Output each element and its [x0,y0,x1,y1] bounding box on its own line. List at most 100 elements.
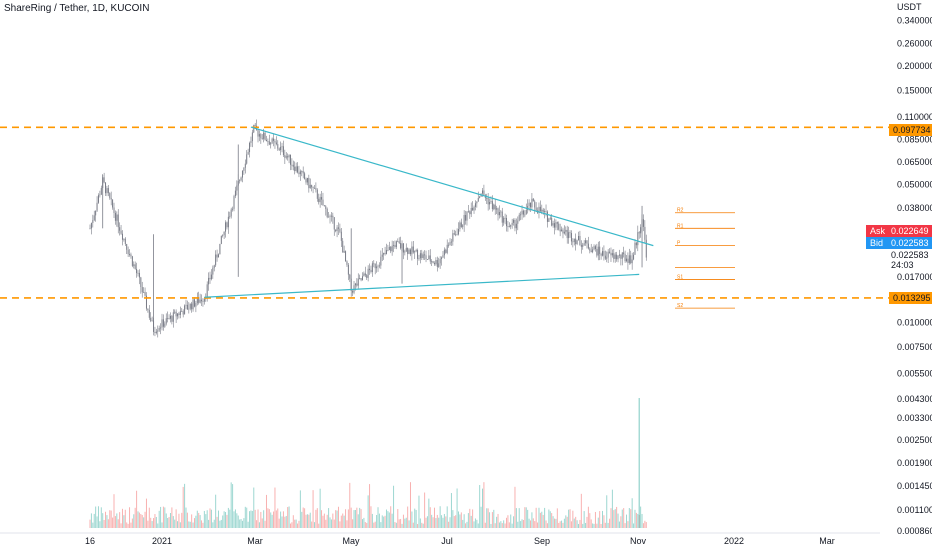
volume-bar [239,519,241,528]
candle-body [582,244,584,247]
volume-bar [489,512,491,528]
volume-bar [250,510,252,528]
candle-body [227,216,229,228]
candle-body [127,249,129,255]
volume-bar [134,507,136,528]
volume-bar [484,522,486,528]
volume-bar [95,506,97,528]
volume-bar [456,488,458,528]
volume-bar [473,521,475,528]
volume-bar [545,520,547,528]
volume-bar [496,516,498,528]
candle-body [501,211,503,223]
volume-bar [309,512,311,528]
candle-body [130,254,132,257]
candle-body [90,223,92,229]
candle-body [640,227,642,234]
candle-body [532,198,534,202]
volume-bar [247,521,249,528]
candle-body [361,276,363,281]
volume-bar [162,506,164,528]
pivot-levels: R2 R1 P S1 S2 [675,208,735,309]
candle-body [178,313,180,315]
volume-bar [243,518,245,528]
candle-body [109,193,111,198]
candle-body [538,206,540,213]
candle-body [342,240,344,253]
candle-body [162,319,164,327]
volume-bar [234,509,236,528]
volume-bar [376,515,378,528]
candle-body [616,254,618,260]
candle-body [189,303,191,309]
volume-bar [244,506,246,528]
volume-bar [421,522,423,528]
candle-body [233,196,235,209]
volume-bar [542,514,544,528]
volume-bar [193,518,195,528]
volume-bar [594,511,596,528]
volume-bar [315,509,317,528]
candle-body [414,251,416,253]
candle-body [545,211,547,212]
volume-bar [609,518,611,528]
candle-body [202,301,204,303]
volume-bar [381,515,383,528]
candle-body [469,211,471,215]
candle-body [521,210,523,215]
candle-body [433,263,435,265]
candle-body [363,273,365,277]
time-axis[interactable]: 16 2021 Mar May Jul Sep Nov 2022 Mar [0,532,880,546]
volume-bar [291,522,293,528]
candle-body [112,199,114,208]
candle-body [249,142,251,153]
candle-body [407,247,409,254]
candle-body [449,242,451,245]
volume-bar [325,519,327,528]
volume-bar [369,484,371,528]
candle-body [131,256,133,266]
volume-bar [508,522,510,528]
volume-bar [617,513,619,528]
candle-body [576,240,578,245]
candle-body [179,311,181,315]
candle-body [374,263,376,269]
volume-bar [154,514,156,528]
volume-bar [412,522,414,528]
currency-label: USDT [897,2,922,12]
price-tick-label: 0.150000 [897,86,932,96]
candle-body [308,177,310,189]
volume-bar [326,514,328,528]
candle-body [569,232,571,234]
volume-bar [349,482,351,528]
candle-body [570,233,572,242]
candle-body [555,222,557,228]
price-axis[interactable]: 0.340000 0.260000 0.200000 0.150000 0.110000… [897,16,932,536]
candle-body [209,277,211,280]
volume-bar [201,520,203,528]
ask-tag [866,225,932,237]
candle-body [210,274,212,280]
volume-bar [548,509,550,528]
candle-body [633,254,635,260]
candle-body [580,244,582,247]
volume-bar [514,486,516,528]
volume-bar [446,506,448,528]
volume-bar [459,514,461,528]
candle-body [229,216,231,218]
volume-bar [579,519,581,528]
volume-bar [289,523,291,528]
volume-bar [549,511,551,528]
candle-body [400,243,402,249]
volume-bar [360,509,362,528]
volume-bar [428,498,430,528]
pivot-label: R2 [677,208,684,214]
trendline-lower[interactable] [204,273,640,298]
volume-bar [417,523,419,528]
volume-bar [486,508,488,528]
volume-bar [225,512,227,528]
volume-bar [407,506,409,528]
trendline-upper[interactable] [250,126,654,247]
volume-bar [400,518,402,528]
